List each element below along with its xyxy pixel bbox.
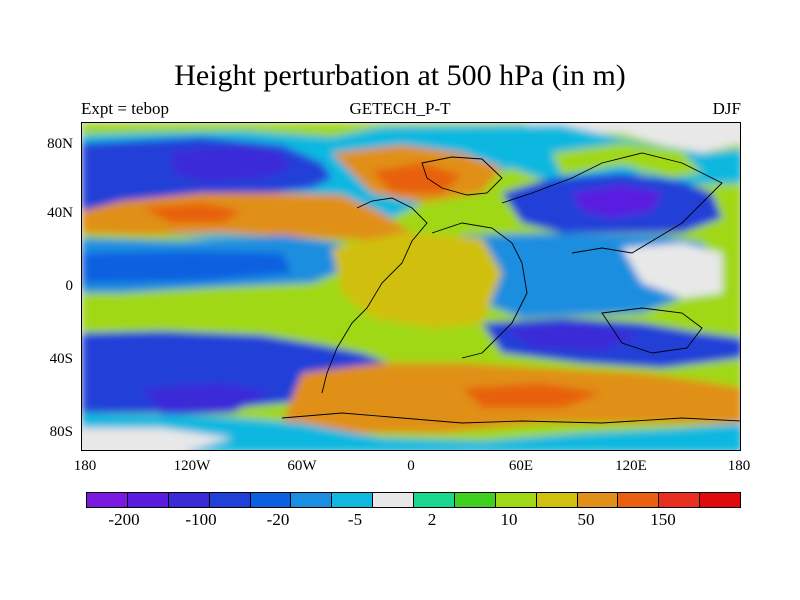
field-purple-asia [572, 185, 662, 218]
coastlines [281, 152, 740, 424]
colorbar-swatch [699, 492, 741, 508]
field-darkorange-southern [462, 383, 602, 408]
colorbar-label: 10 [500, 510, 518, 529]
colorbar-swatch [126, 492, 169, 508]
xtick-label: 180 [73, 458, 97, 474]
field-darkorange-pac [142, 203, 242, 223]
colorbar-swatch [290, 492, 333, 508]
colorbar-swatch [331, 492, 374, 508]
ytick-label: 40N [47, 205, 73, 221]
chart-title: Height perturbation at 500 hPa (in m) [174, 59, 626, 92]
colorbar-swatch [167, 492, 210, 508]
coastline-eurasia [501, 152, 723, 254]
colorbar-swatch [249, 492, 292, 508]
colorbar-label: -100 [185, 510, 217, 529]
coastline-antarctica [281, 412, 740, 424]
ytick-label: 80N [47, 136, 73, 152]
xtick-label: 180 [727, 458, 751, 474]
colorbar-swatch [658, 492, 701, 508]
contour-map [82, 123, 740, 450]
xtick-label: 0 [407, 458, 415, 474]
field-green-southpac [82, 293, 352, 338]
field-darkblue-southindian [502, 323, 642, 351]
coastline-americas [321, 197, 428, 394]
colorbar-swatch [86, 492, 128, 508]
colorbar-label: 50 [577, 510, 595, 529]
field-darkblue-tropics [82, 251, 292, 283]
subtitle-season: DJF [712, 99, 741, 118]
colorbar-label: 150 [650, 510, 676, 529]
field-darkblue-southpac [142, 383, 272, 415]
colorbar-swatch [372, 492, 414, 508]
ytick-label: 0 [65, 278, 74, 294]
coastline-africa [431, 222, 528, 359]
field-orange-northpac [82, 193, 412, 241]
field-white-westpac [622, 243, 722, 298]
colorbar-swatch [413, 492, 455, 508]
subtitle-experiment: Expt = tebop [81, 99, 169, 118]
ytick-label: 80S [49, 424, 73, 440]
xtick-label: 60E [508, 458, 534, 474]
colorbar-label: 2 [427, 510, 437, 529]
colorbar-swatch [617, 492, 660, 508]
colorbar-label: -20 [266, 510, 290, 529]
xtick-label: 120E [615, 458, 647, 474]
colorbar-swatch [208, 492, 251, 508]
xtick-label: 120W [173, 458, 211, 474]
coastline-australia [601, 307, 703, 354]
field-darkblue-northpac [172, 145, 292, 183]
colorbar-label: -5 [347, 510, 363, 529]
field-yellow-atlantic [332, 233, 502, 328]
field-cyan-south [82, 413, 740, 450]
colorbar-swatch [576, 492, 619, 508]
colorbar-swatch [494, 492, 537, 508]
xtick-label: 60W [287, 458, 317, 474]
colorbar-swatch [453, 492, 496, 508]
map-plot-area [81, 122, 741, 451]
subtitle-dataset: GETECH_P-T [349, 99, 451, 118]
colorbar [86, 492, 741, 508]
coastline-greenland [421, 156, 503, 196]
colorbar-swatch [535, 492, 578, 508]
colorbar-label: -200 [108, 510, 140, 529]
field-white-south [82, 428, 232, 450]
field-darkorange-atlantic [372, 163, 462, 193]
ytick-label: 40S [49, 351, 73, 367]
